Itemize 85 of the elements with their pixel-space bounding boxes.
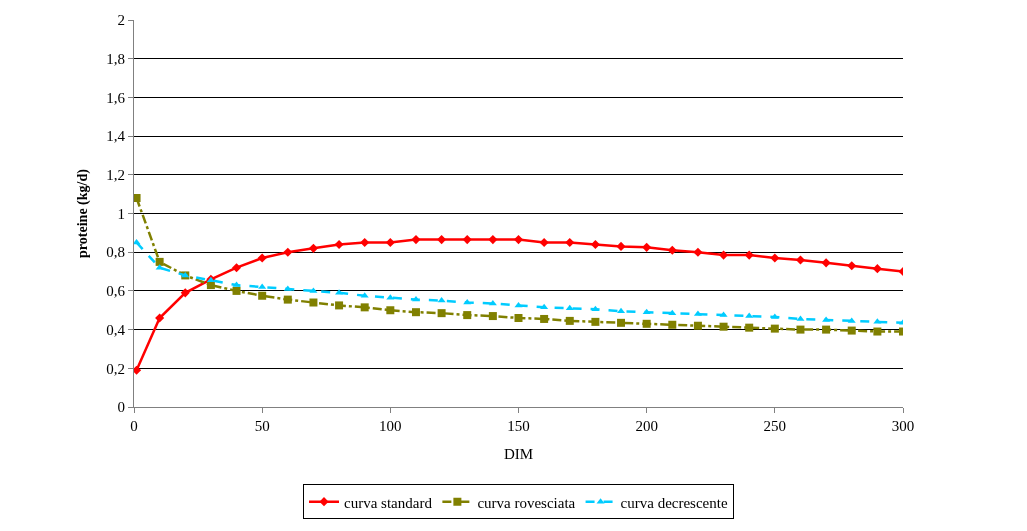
- point: [231, 263, 242, 273]
- point: [590, 239, 600, 250]
- point: [540, 303, 549, 310]
- point: [795, 255, 806, 265]
- point: [462, 235, 472, 245]
- x-tick-label: 0: [130, 418, 138, 434]
- point: [744, 250, 754, 260]
- y-tick-label: 0: [117, 399, 125, 416]
- point: [745, 323, 754, 332]
- point: [283, 295, 292, 304]
- point: [872, 264, 882, 274]
- point: [258, 291, 267, 300]
- point: [847, 261, 857, 271]
- y-tick-label: 1,2: [106, 167, 125, 184]
- point: [488, 312, 497, 321]
- point: [308, 243, 318, 253]
- point: [565, 237, 575, 248]
- point: [334, 239, 344, 250]
- point: [667, 245, 677, 255]
- point: [134, 365, 142, 375]
- y-tick-label: 1: [117, 205, 125, 222]
- point: [134, 194, 141, 203]
- y-tick-label: 0,8: [106, 244, 125, 261]
- legend-label: curva rovesciata: [477, 494, 576, 511]
- point: [437, 235, 447, 245]
- point: [385, 237, 395, 248]
- point: [463, 311, 472, 320]
- point: [257, 253, 267, 263]
- point: [155, 313, 165, 323]
- point: [822, 325, 831, 334]
- point: [283, 247, 293, 257]
- legend-label: curva decrescente: [620, 494, 728, 511]
- x-tick-label: 50: [254, 418, 270, 434]
- y-axis-title: proteine (kg/d): [74, 168, 91, 258]
- point: [770, 324, 779, 333]
- legend-label: curva standard: [344, 494, 433, 511]
- point: [134, 239, 141, 245]
- point: [386, 306, 395, 315]
- x-tick-label: 250: [763, 418, 787, 434]
- point: [719, 322, 728, 331]
- point: [873, 327, 882, 336]
- x-axis-title: DIM: [503, 446, 534, 462]
- point: [309, 298, 318, 307]
- x-tick-label: 150: [507, 418, 530, 434]
- point: [488, 235, 498, 245]
- y-tick-label: 0,4: [106, 321, 126, 338]
- point: [693, 247, 703, 257]
- point: [565, 304, 574, 311]
- x-tick-label: 100: [379, 418, 402, 434]
- point: [411, 235, 421, 245]
- point: [335, 301, 344, 310]
- y-tick-label: 1,6: [106, 89, 126, 106]
- point: [411, 308, 420, 317]
- point: [488, 299, 497, 306]
- y-tick-label: 2: [117, 12, 125, 29]
- point: [360, 303, 369, 312]
- point: [565, 316, 574, 325]
- point: [821, 258, 831, 268]
- point: [180, 288, 190, 298]
- x-tick-label: 200: [635, 418, 658, 434]
- point: [796, 325, 805, 334]
- point: [360, 237, 370, 248]
- point: [514, 301, 523, 308]
- point: [591, 317, 600, 326]
- point: [642, 319, 651, 328]
- y-tick-label: 1,8: [106, 50, 125, 67]
- x-tick-label: 300: [891, 418, 915, 434]
- point: [693, 321, 702, 330]
- point: [770, 253, 780, 263]
- point: [539, 237, 549, 248]
- point: [155, 257, 164, 266]
- point: [616, 241, 626, 251]
- point: [668, 320, 677, 329]
- point: [591, 305, 600, 312]
- point: [232, 286, 241, 295]
- point: [847, 326, 856, 335]
- point: [513, 235, 524, 245]
- point: [437, 309, 446, 318]
- point: [540, 314, 549, 323]
- point: [514, 313, 523, 322]
- point: [617, 318, 626, 327]
- y-tick-label: 0,2: [106, 360, 125, 377]
- point: [642, 242, 652, 252]
- y-tick-label: 0,6: [106, 283, 126, 300]
- y-tick-label: 1,4: [106, 128, 126, 145]
